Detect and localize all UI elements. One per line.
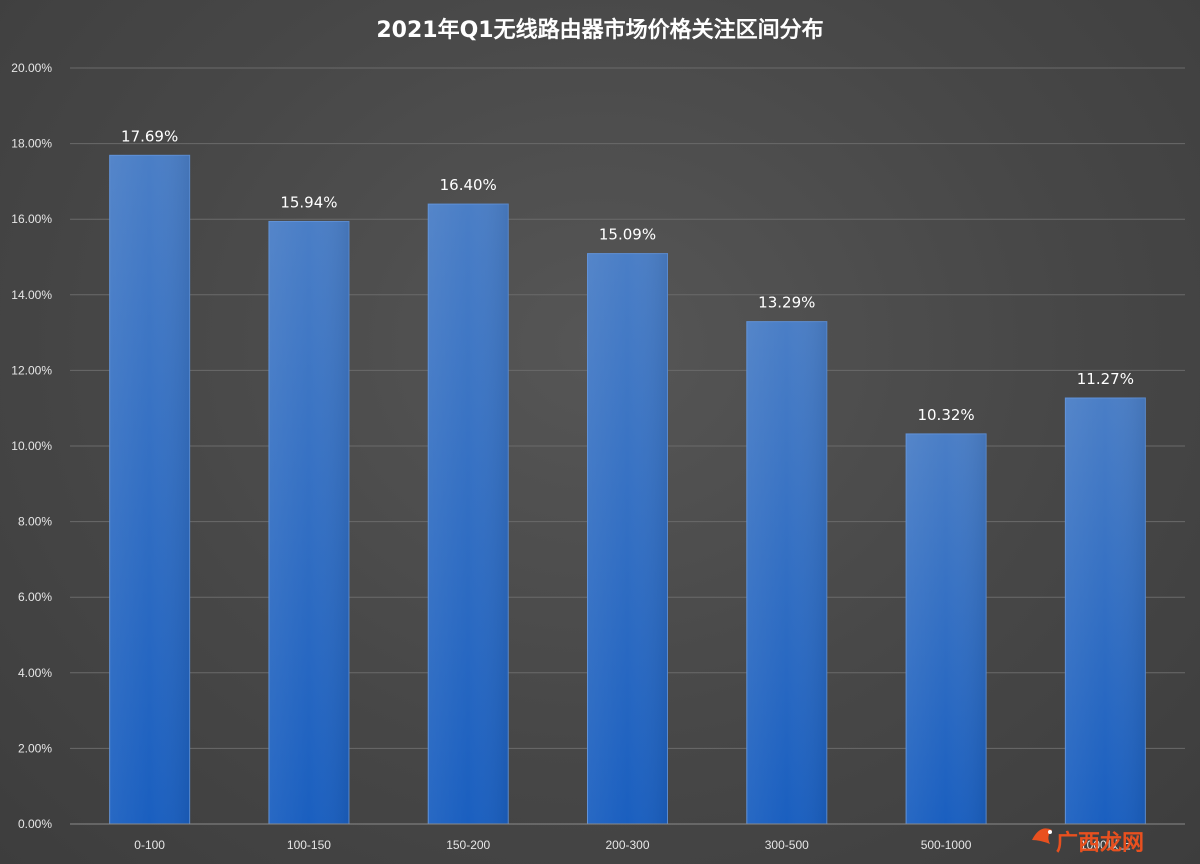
x-axis-categories: 0-100 100-150 150-200 200-300 300-500 500-100…: [134, 838, 1130, 852]
bar-shine: [746, 321, 827, 824]
bar-shine: [268, 221, 349, 824]
bar-shine: [906, 433, 987, 824]
bars: [109, 154, 1146, 825]
y-axis-ticks: 0.00% 2.00% 4.00% 6.00% 8.00% 10.00% 12.00% 14.…: [11, 61, 52, 831]
value-labels: 17.69% 15.94% 16.40% 15.09% 13.29% 10.32% 11.2…: [121, 127, 1134, 424]
x-tick-label: 200-300: [605, 838, 649, 852]
watermark-text: 广西龙网: [1056, 830, 1144, 856]
y-tick-label: 14.00%: [11, 288, 52, 302]
chart-title: 2021年Q1无线路由器市场价格关注区间分布: [376, 17, 823, 43]
x-tick-label: 100-150: [287, 838, 331, 852]
y-tick-label: 4.00%: [18, 666, 52, 680]
bar-shine: [587, 253, 668, 824]
value-label-1000以上: 11.27%: [1077, 370, 1134, 388]
value-label-100-150: 15.94%: [280, 193, 337, 211]
bar-shine: [1065, 397, 1146, 824]
y-tick-label: 18.00%: [11, 137, 52, 151]
x-tick-label: 0-100: [134, 838, 165, 852]
y-tick-label: 8.00%: [18, 515, 52, 529]
y-tick-label: 20.00%: [11, 61, 52, 75]
watermark: 广西龙网: [1032, 828, 1144, 856]
x-tick-label: 500-1000: [921, 838, 972, 852]
x-tick-label: 1000以上: [1080, 838, 1131, 852]
y-tick-label: 10.00%: [11, 439, 52, 453]
dragon-logo-icon: [1032, 828, 1052, 844]
y-tick-label: 6.00%: [18, 590, 52, 604]
y-tick-label: 0.00%: [18, 817, 52, 831]
y-tick-label: 12.00%: [11, 363, 52, 377]
value-label-150-200: 16.40%: [440, 176, 497, 194]
x-tick-label: 300-500: [765, 838, 809, 852]
x-tick-label: 150-200: [446, 838, 490, 852]
value-label-200-300: 15.09%: [599, 226, 656, 244]
value-label-300-500: 13.29%: [758, 294, 815, 312]
y-tick-label: 2.00%: [18, 741, 52, 755]
bar-shine: [428, 204, 509, 824]
bar-shine: [109, 155, 190, 824]
value-label-0-100: 17.69%: [121, 127, 178, 145]
y-tick-label: 16.00%: [11, 212, 52, 226]
value-label-500-1000: 10.32%: [917, 406, 974, 424]
